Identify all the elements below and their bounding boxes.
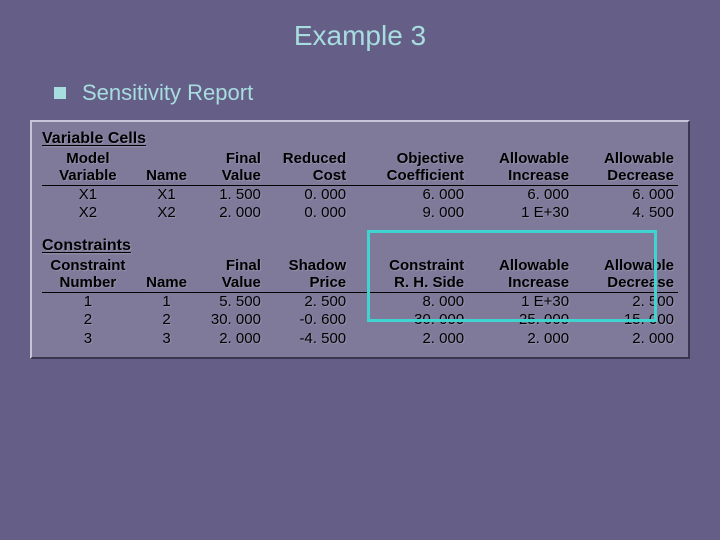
col-header: ConstraintR. H. Side bbox=[350, 257, 468, 292]
table-cell: 1 bbox=[42, 292, 134, 311]
report-panel: Variable Cells ModelVariable Name FinalV… bbox=[30, 120, 690, 359]
col-header: AllowableDecrease bbox=[573, 257, 678, 292]
table-row: X1X11. 5000. 0006. 0006. 0006. 000 bbox=[42, 185, 678, 204]
col-header: ShadowPrice bbox=[265, 257, 350, 292]
col-header: FinalValue bbox=[199, 150, 265, 185]
table-row: 115. 5002. 5008. 0001 E+302. 500 bbox=[42, 292, 678, 311]
subtitle-row: Sensitivity Report bbox=[54, 80, 720, 106]
col-header: AllowableIncrease bbox=[468, 257, 573, 292]
table-cell: 25. 000 bbox=[468, 311, 573, 330]
col-header: ModelVariable bbox=[42, 150, 134, 185]
table-cell: 4. 500 bbox=[573, 204, 678, 223]
table-cell: 0. 000 bbox=[265, 185, 350, 204]
table-cell: 15. 000 bbox=[573, 311, 678, 330]
table-row: 332. 000-4. 5002. 0002. 0002. 000 bbox=[42, 330, 678, 349]
col-header: Name bbox=[134, 150, 200, 185]
bullet-icon bbox=[54, 87, 66, 99]
table-cell: 2 bbox=[134, 311, 200, 330]
table-cell: 5. 500 bbox=[199, 292, 265, 311]
table-cell: 0. 000 bbox=[265, 204, 350, 223]
table-cell: 1 E+30 bbox=[468, 292, 573, 311]
table-cell: 9. 000 bbox=[350, 204, 468, 223]
variable-cells-table: ModelVariable Name FinalValue ReducedCos… bbox=[42, 150, 678, 223]
table-cell: 1 bbox=[134, 292, 200, 311]
table-cell: 2. 000 bbox=[573, 330, 678, 349]
table-cell: 2 bbox=[42, 311, 134, 330]
table-cell: -4. 500 bbox=[265, 330, 350, 349]
col-header: ConstraintNumber bbox=[42, 257, 134, 292]
table-cell: -0. 600 bbox=[265, 311, 350, 330]
col-header: ObjectiveCoefficient bbox=[350, 150, 468, 185]
table-cell: 6. 000 bbox=[468, 185, 573, 204]
col-header: ReducedCost bbox=[265, 150, 350, 185]
table-cell: 3 bbox=[134, 330, 200, 349]
table-cell: 1 E+30 bbox=[468, 204, 573, 223]
section-title-constraints: Constraints bbox=[42, 237, 678, 255]
table-cell: 2. 500 bbox=[265, 292, 350, 311]
col-header: AllowableIncrease bbox=[468, 150, 573, 185]
table-cell: 1. 500 bbox=[199, 185, 265, 204]
col-header: Name bbox=[134, 257, 200, 292]
table-cell: 2. 000 bbox=[468, 330, 573, 349]
col-header: FinalValue bbox=[199, 257, 265, 292]
table-cell: X2 bbox=[42, 204, 134, 223]
subtitle: Sensitivity Report bbox=[82, 80, 253, 106]
constraints-table: ConstraintNumber Name FinalValue ShadowP… bbox=[42, 257, 678, 349]
col-header: AllowableDecrease bbox=[573, 150, 678, 185]
table-cell: 2. 500 bbox=[573, 292, 678, 311]
table-cell: 8. 000 bbox=[350, 292, 468, 311]
table-cell: 2. 000 bbox=[199, 204, 265, 223]
page-title: Example 3 bbox=[0, 0, 720, 52]
section-title-variable-cells: Variable Cells bbox=[42, 130, 678, 148]
table-cell: 2. 000 bbox=[350, 330, 468, 349]
table-row: 2230. 000-0. 60030. 00025. 00015. 000 bbox=[42, 311, 678, 330]
table-cell: 6. 000 bbox=[350, 185, 468, 204]
table-cell: X2 bbox=[134, 204, 200, 223]
table-cell: X1 bbox=[42, 185, 134, 204]
table-cell: 2. 000 bbox=[199, 330, 265, 349]
table-cell: X1 bbox=[134, 185, 200, 204]
table-cell: 30. 000 bbox=[199, 311, 265, 330]
table-cell: 30. 000 bbox=[350, 311, 468, 330]
table-row: X2X22. 0000. 0009. 0001 E+304. 500 bbox=[42, 204, 678, 223]
table-cell: 6. 000 bbox=[573, 185, 678, 204]
table-cell: 3 bbox=[42, 330, 134, 349]
